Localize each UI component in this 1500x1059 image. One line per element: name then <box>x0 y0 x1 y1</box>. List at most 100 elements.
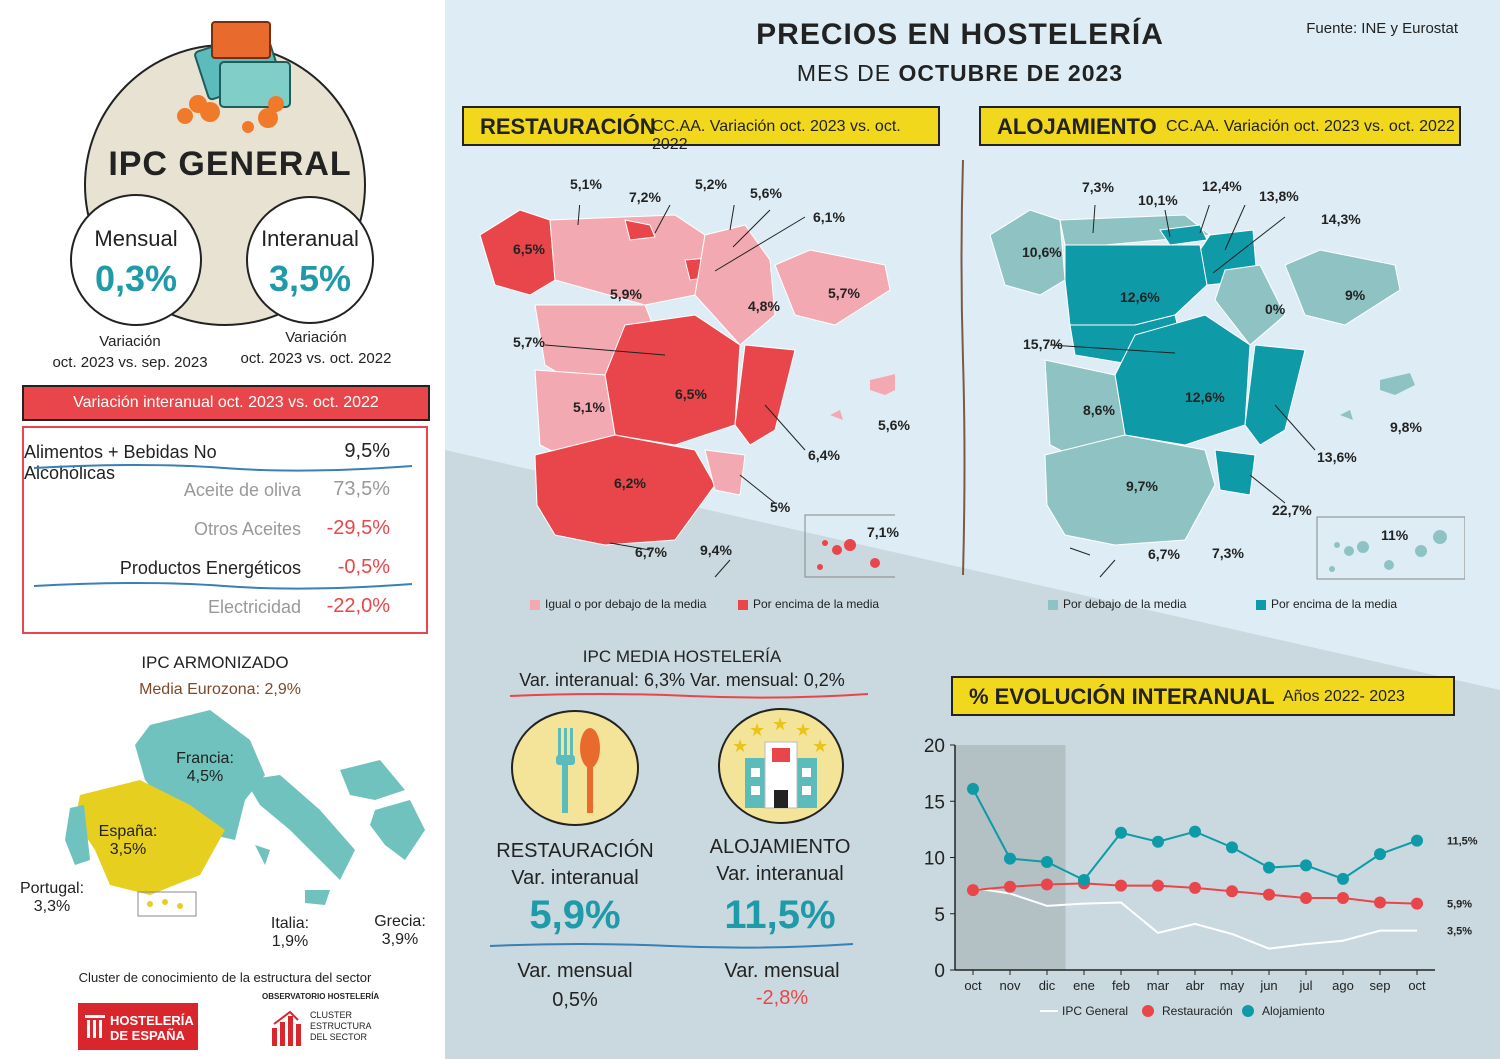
country-portugal: Portugal: 3,3% <box>18 880 86 916</box>
x-tick-label: jul <box>1298 978 1312 993</box>
x-tick-label: ene <box>1073 978 1095 993</box>
map-label: 9,8% <box>1390 419 1422 435</box>
map-label: 5,1% <box>573 399 605 415</box>
restauracion-map-title: RESTAURACIÓN <box>480 114 656 139</box>
map-label: 22,7% <box>1272 502 1312 518</box>
map-label: 14,3% <box>1321 211 1361 227</box>
alojamiento-mensual-value: -2,8% <box>755 987 809 1009</box>
map-label: 0% <box>1265 301 1286 317</box>
svg-text:★: ★ <box>772 714 788 734</box>
data-point <box>1115 826 1127 839</box>
legend-marker <box>1142 1005 1154 1017</box>
alojamiento-map <box>989 205 1465 580</box>
legend-swatch <box>1256 599 1266 610</box>
y-tick-label: 0 <box>934 961 945 982</box>
map-label: 12,6% <box>1120 289 1160 305</box>
country-value: 1,9% <box>271 933 309 950</box>
chart-title: % EVOLUCIÓN INTERANUAL <box>969 684 1275 709</box>
ipc-media-title: IPC MEDIA HOSTELERÍA <box>582 647 782 666</box>
armonizado-subtitle: Media Eurozona: 2,9% <box>139 681 301 698</box>
legend-text: Por encima de la media <box>1271 597 1398 611</box>
x-tick-label: oct <box>1408 978 1426 993</box>
data-point <box>1411 834 1423 847</box>
series-line-0 <box>972 886 1417 950</box>
y-tick-label: 15 <box>924 792 945 813</box>
svg-text:★: ★ <box>795 720 811 740</box>
svg-text:★: ★ <box>732 736 748 756</box>
data-point <box>1004 852 1016 865</box>
restauracion-legend-above: Por encima de la media <box>738 597 879 611</box>
row-name: Productos Energéticos <box>119 558 301 578</box>
map-label: 5,1% <box>570 176 602 192</box>
map-label: 6,5% <box>513 241 545 257</box>
alojamiento-name: ALOJAMIENTO <box>709 836 851 858</box>
data-point <box>1226 841 1238 854</box>
money-icon <box>177 21 291 133</box>
y-tick-label: 20 <box>924 736 945 757</box>
map-label: 15,7% <box>1023 336 1063 352</box>
map-label: 5,2% <box>695 176 727 192</box>
interanual-label: Interanual <box>261 226 359 251</box>
x-tick-label: oct <box>964 978 982 993</box>
row-name: Otros Aceites <box>193 519 301 539</box>
x-tick-label: ago <box>1332 978 1354 993</box>
data-point <box>1300 892 1312 904</box>
map-label: 4,8% <box>748 298 780 314</box>
mensual-caption-1: Variación <box>99 333 161 350</box>
map-divider <box>960 160 966 576</box>
country-francia: Francia: 4,5% <box>175 750 235 786</box>
legend-label: IPC General <box>1062 1004 1128 1018</box>
map-label: 11% <box>1381 527 1409 543</box>
columns-icon <box>85 1015 105 1038</box>
country-value: 3,3% <box>33 898 71 915</box>
hosteleria-logo: HOSTELERÍA DE ESPAÑA <box>78 1003 198 1050</box>
data-point <box>1189 881 1201 894</box>
x-tick-label: feb <box>1112 978 1130 993</box>
restauracion-legend-below: Igual o por debajo de la media <box>530 597 706 611</box>
data-point <box>1004 880 1016 893</box>
x-tick-label: dic <box>1039 978 1056 993</box>
country-name: Italia: <box>270 915 310 932</box>
row-value: -0,5% <box>337 556 390 578</box>
logo-text-2: DE ESPAÑA <box>110 1028 185 1043</box>
main-subtitle: MES DE OCTUBRE DE 2023 <box>445 60 1475 87</box>
legend-swatch <box>530 599 540 610</box>
subtitle-pre: MES DE <box>796 60 892 86</box>
restauracion-map-subtitle: CC.AA. Variación oct. 2023 vs. oct. 2022 <box>652 118 901 153</box>
map-label: 12,4% <box>1202 178 1242 194</box>
cluster-caption: Cluster de conocimiento de la estructura… <box>78 970 372 985</box>
cluster-logo-text: CLUSTER ESTRUCTURA DEL SECTOR <box>310 1010 372 1043</box>
country-value: 3,9% <box>381 931 419 948</box>
legend-label: Restauración <box>1162 1004 1233 1018</box>
data-point <box>967 884 979 897</box>
map-label: 5,6% <box>878 417 910 433</box>
country-name: Francia: <box>176 750 234 767</box>
series-end-label: 3,5% <box>1447 926 1472 938</box>
data-point <box>1152 835 1164 848</box>
mensual-label: Mensual <box>94 226 178 251</box>
map-label: 7,3% <box>1212 545 1244 561</box>
map-label: 6,7% <box>635 544 667 560</box>
row-name: Electricidad <box>207 597 301 617</box>
restauracion-var-value: 5,9% <box>529 893 621 937</box>
cluster-logo-icon <box>272 1010 301 1046</box>
x-tick-label: abr <box>1186 978 1205 993</box>
interanual-caption-2: oct. 2023 vs. oct. 2022 <box>240 350 392 367</box>
alojamiento-legend-below: Por debajo de la media <box>1048 597 1186 611</box>
data-point <box>1152 879 1164 892</box>
country-value: 4,5% <box>186 768 224 785</box>
row-value: 73,5% <box>333 478 390 500</box>
map-label: 13,8% <box>1259 188 1299 204</box>
subtitle-bold: OCTUBRE DE 2023 <box>898 60 1124 86</box>
logo-text-1: HOSTELERÍA <box>110 1013 194 1028</box>
mensual-caption-2: oct. 2023 vs. sep. 2023 <box>52 354 208 371</box>
country-value: 3,5% <box>109 841 147 858</box>
data-point <box>1411 897 1423 910</box>
legend-swatch <box>1048 599 1058 610</box>
map-label: 5,6% <box>750 185 782 201</box>
row-value: -29,5% <box>326 517 390 539</box>
data-point <box>1374 848 1386 861</box>
mensual-value: 0,3% <box>94 258 178 299</box>
alojamiento-legend-above: Por encima de la media <box>1256 597 1397 611</box>
map-label: 6,2% <box>614 475 646 491</box>
